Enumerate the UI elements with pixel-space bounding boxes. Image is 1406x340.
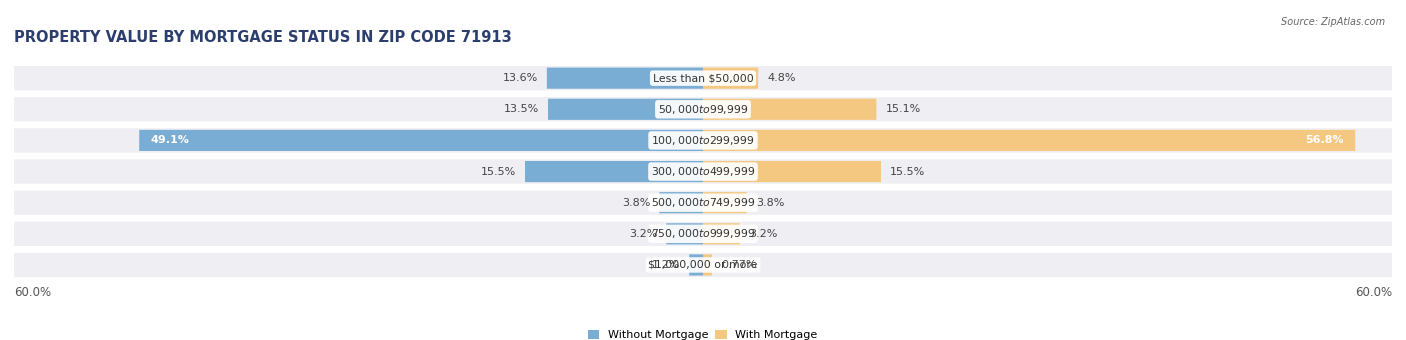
Text: 0.77%: 0.77%	[721, 260, 756, 270]
FancyBboxPatch shape	[659, 192, 703, 213]
Text: $50,000 to $99,999: $50,000 to $99,999	[658, 103, 748, 116]
FancyBboxPatch shape	[703, 192, 747, 213]
Text: $100,000 to $299,999: $100,000 to $299,999	[651, 134, 755, 147]
Text: PROPERTY VALUE BY MORTGAGE STATUS IN ZIP CODE 71913: PROPERTY VALUE BY MORTGAGE STATUS IN ZIP…	[14, 31, 512, 46]
Text: $1,000,000 or more: $1,000,000 or more	[648, 260, 758, 270]
FancyBboxPatch shape	[548, 99, 703, 120]
FancyBboxPatch shape	[14, 253, 1392, 277]
Text: 15.5%: 15.5%	[890, 167, 925, 176]
Text: 3.2%: 3.2%	[628, 229, 657, 239]
FancyBboxPatch shape	[14, 66, 1392, 90]
Text: 15.1%: 15.1%	[886, 104, 921, 114]
Text: 60.0%: 60.0%	[1355, 286, 1392, 299]
Text: 56.8%: 56.8%	[1305, 135, 1344, 146]
FancyBboxPatch shape	[689, 254, 703, 275]
Text: 4.8%: 4.8%	[768, 73, 796, 83]
FancyBboxPatch shape	[14, 128, 1392, 153]
FancyBboxPatch shape	[139, 130, 703, 151]
Legend: Without Mortgage, With Mortgage: Without Mortgage, With Mortgage	[588, 330, 818, 340]
Text: 1.2%: 1.2%	[651, 260, 681, 270]
FancyBboxPatch shape	[14, 159, 1392, 184]
FancyBboxPatch shape	[524, 161, 703, 182]
Text: 49.1%: 49.1%	[150, 135, 190, 146]
Text: 3.8%: 3.8%	[756, 198, 785, 208]
FancyBboxPatch shape	[703, 99, 876, 120]
Text: 13.6%: 13.6%	[502, 73, 537, 83]
Text: 3.2%: 3.2%	[749, 229, 778, 239]
Text: Source: ZipAtlas.com: Source: ZipAtlas.com	[1281, 17, 1385, 27]
Text: $500,000 to $749,999: $500,000 to $749,999	[651, 196, 755, 209]
Text: 3.8%: 3.8%	[621, 198, 650, 208]
FancyBboxPatch shape	[14, 97, 1392, 121]
FancyBboxPatch shape	[666, 223, 703, 244]
FancyBboxPatch shape	[547, 68, 703, 89]
Text: 13.5%: 13.5%	[503, 104, 538, 114]
FancyBboxPatch shape	[14, 190, 1392, 215]
FancyBboxPatch shape	[703, 68, 758, 89]
Text: Less than $50,000: Less than $50,000	[652, 73, 754, 83]
FancyBboxPatch shape	[703, 223, 740, 244]
Text: $300,000 to $499,999: $300,000 to $499,999	[651, 165, 755, 178]
Text: $750,000 to $999,999: $750,000 to $999,999	[651, 227, 755, 240]
FancyBboxPatch shape	[14, 222, 1392, 246]
FancyBboxPatch shape	[703, 254, 711, 275]
FancyBboxPatch shape	[703, 161, 882, 182]
Text: 60.0%: 60.0%	[14, 286, 51, 299]
FancyBboxPatch shape	[703, 130, 1355, 151]
Text: 15.5%: 15.5%	[481, 167, 516, 176]
